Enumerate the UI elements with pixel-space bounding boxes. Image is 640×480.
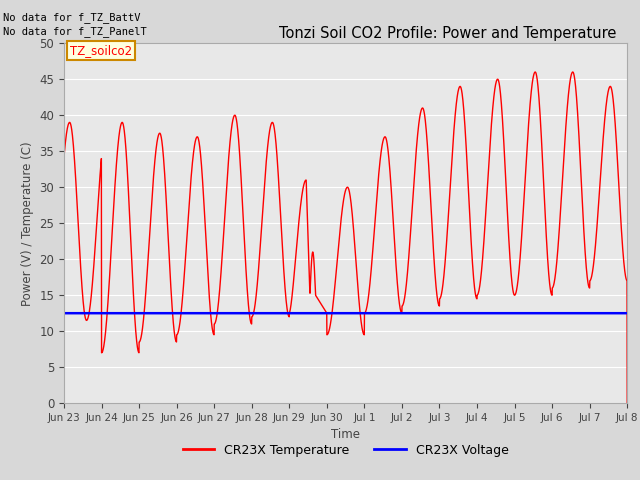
Text: No data for f_TZ_PanelT: No data for f_TZ_PanelT — [3, 26, 147, 37]
Y-axis label: Power (V) / Temperature (C): Power (V) / Temperature (C) — [21, 141, 34, 305]
X-axis label: Time: Time — [331, 429, 360, 442]
Text: No data for f_TZ_BattV: No data for f_TZ_BattV — [3, 12, 141, 23]
Text: Tonzi Soil CO2 Profile: Power and Temperature: Tonzi Soil CO2 Profile: Power and Temper… — [278, 25, 616, 41]
Legend: CR23X Temperature, CR23X Voltage: CR23X Temperature, CR23X Voltage — [178, 439, 513, 462]
Text: TZ_soilco2: TZ_soilco2 — [70, 44, 132, 57]
